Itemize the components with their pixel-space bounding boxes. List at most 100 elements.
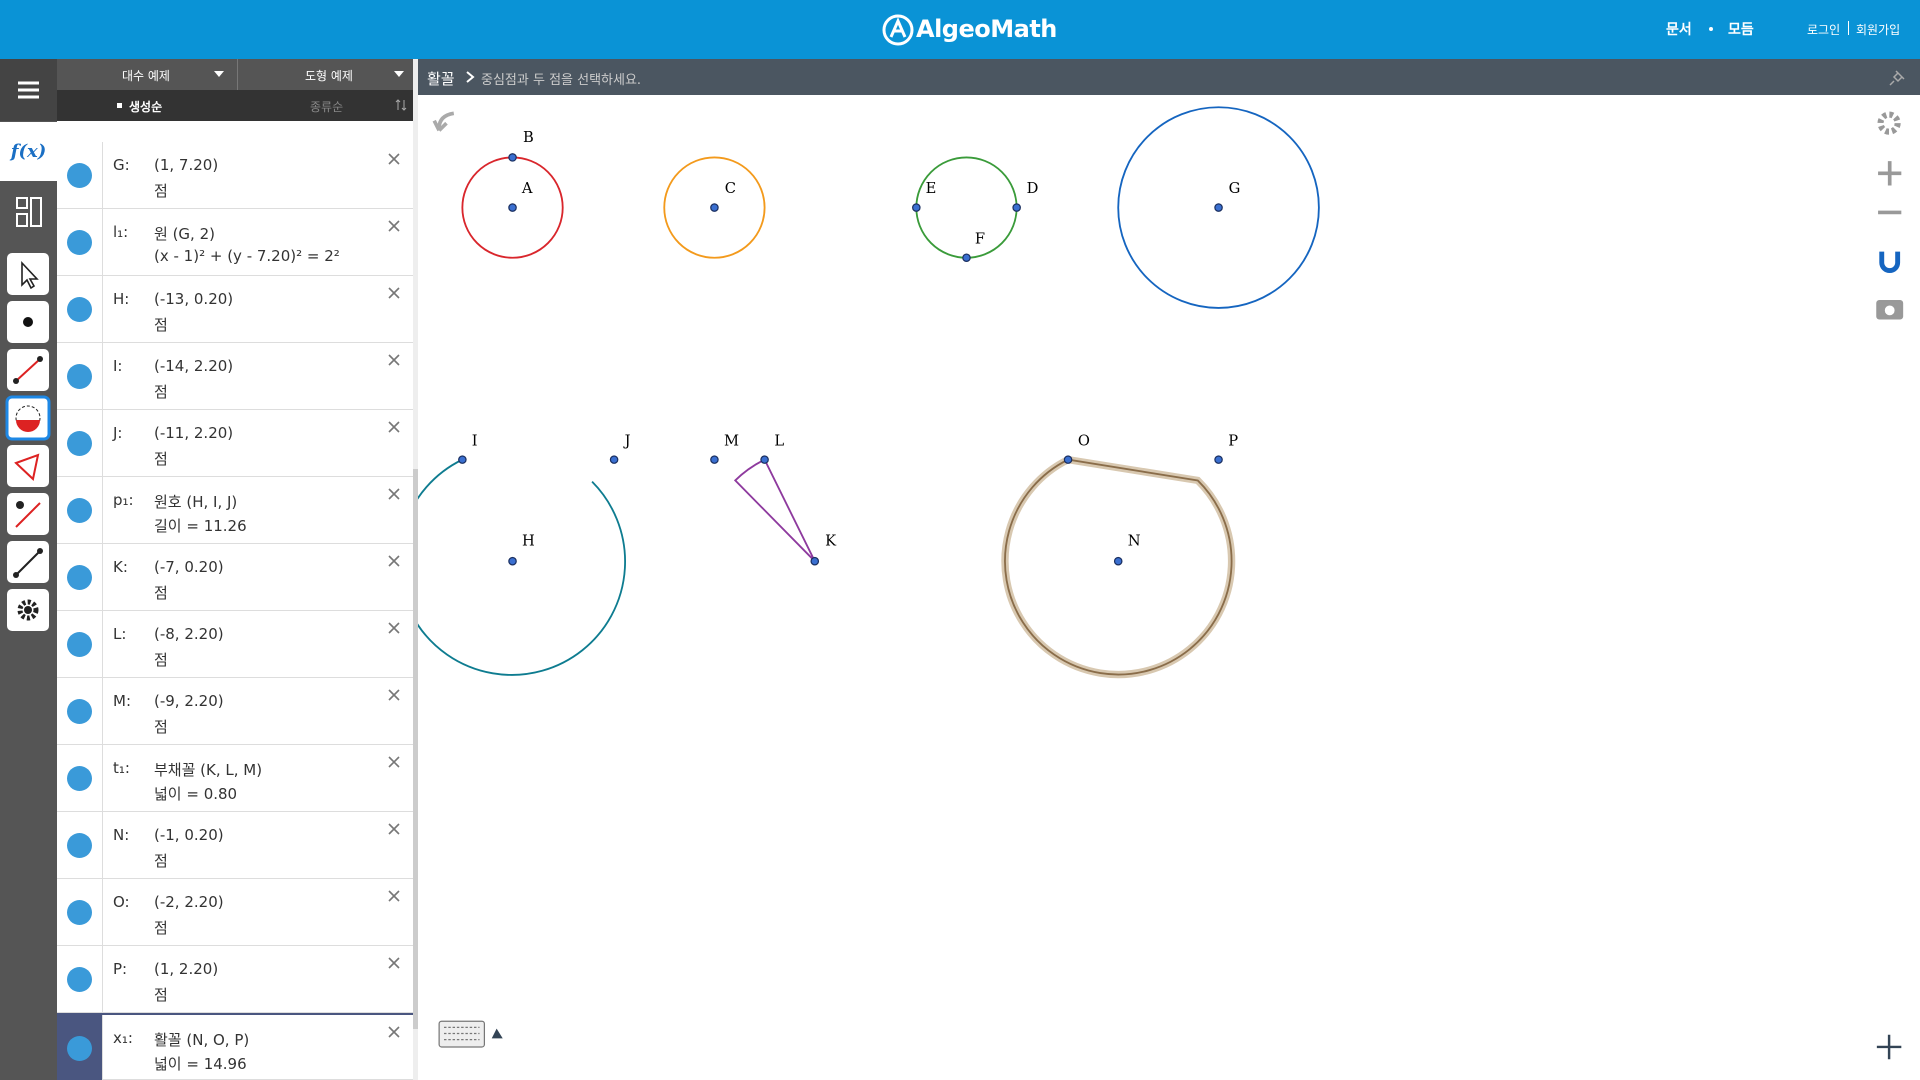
- tool-point[interactable]: [7, 301, 49, 343]
- point[interactable]: [1214, 455, 1223, 464]
- delete-button[interactable]: [387, 554, 401, 568]
- point[interactable]: [458, 455, 467, 464]
- point[interactable]: [508, 203, 517, 212]
- point[interactable]: [1113, 556, 1123, 566]
- point[interactable]: [508, 556, 517, 566]
- item-row[interactable]: L: (-8, 2.20) 점: [57, 611, 413, 678]
- pin[interactable]: [1888, 67, 1908, 87]
- nav-link[interactable]: 모듬: [1728, 22, 1754, 38]
- point[interactable]: [609, 455, 619, 464]
- point[interactable]: [1063, 455, 1073, 464]
- delete-button[interactable]: [387, 286, 401, 300]
- menu-button[interactable]: [0, 59, 57, 121]
- visibility-toggle[interactable]: [67, 297, 92, 322]
- tab[interactable]: 대수 예제: [122, 69, 170, 83]
- delete-button[interactable]: [387, 621, 401, 635]
- login[interactable]: 로그인: [1807, 23, 1841, 37]
- delete-button[interactable]: [387, 353, 401, 367]
- visibility-toggle[interactable]: [67, 431, 92, 456]
- tool-measure[interactable]: [7, 493, 49, 535]
- visibility-toggle[interactable]: [67, 766, 92, 791]
- point-label: L: [774, 432, 784, 449]
- item-name: N:: [113, 826, 130, 844]
- visibility-toggle[interactable]: [67, 699, 92, 724]
- keyboard-toggle[interactable]: [491, 1028, 503, 1039]
- point[interactable]: [1214, 203, 1223, 212]
- tool-circle[interactable]: [5, 395, 51, 441]
- point[interactable]: [912, 203, 921, 212]
- item-row[interactable]: l₁: 원 (G, 2) (x - 1)² + (y - 7.20)² = 2²: [57, 209, 413, 276]
- item-row[interactable]: t₁: 부채꼴 (K, L, M) 넓이 = 0.80: [57, 745, 413, 812]
- visibility-toggle[interactable]: [67, 1036, 92, 1061]
- axis-icon[interactable]: [1876, 1034, 1902, 1060]
- tab[interactable]: 도형 예제: [305, 69, 353, 83]
- point[interactable]: [1012, 203, 1021, 212]
- visibility-toggle[interactable]: [67, 900, 92, 925]
- circle[interactable]: [915, 156, 1018, 259]
- point[interactable]: [710, 455, 719, 464]
- item-row[interactable]: G: (1, 7.20) 점: [57, 142, 413, 209]
- circle[interactable]: [1117, 106, 1320, 309]
- segment[interactable]: [1004, 458, 1233, 676]
- item-name: O:: [113, 893, 130, 911]
- item-row[interactable]: x₁: 활꼴 (N, O, P) 넓이 = 14.96: [57, 1013, 413, 1080]
- fx-button[interactable]: f(x): [0, 122, 57, 181]
- tool-settings[interactable]: [7, 589, 49, 631]
- point[interactable]: [760, 455, 769, 464]
- delete-button[interactable]: [387, 889, 401, 903]
- dropdown-arrow: [214, 71, 224, 77]
- visibility-toggle[interactable]: [67, 163, 92, 188]
- delete-button[interactable]: [387, 152, 401, 166]
- item-row[interactable]: J: (-11, 2.20) 점: [57, 410, 413, 477]
- visibility-toggle[interactable]: [67, 632, 92, 657]
- delete-button[interactable]: [387, 755, 401, 769]
- item-row[interactable]: K: (-7, 0.20) 점: [57, 544, 413, 611]
- tool-move[interactable]: [7, 253, 49, 295]
- tool-polygon[interactable]: [7, 445, 49, 487]
- tool-line[interactable]: [7, 349, 49, 391]
- signup[interactable]: 회원가입: [1856, 23, 1901, 37]
- sector[interactable]: [733, 458, 816, 562]
- delete-button[interactable]: [387, 219, 401, 233]
- point[interactable]: [508, 153, 517, 162]
- delete-button[interactable]: [387, 688, 401, 702]
- item-row[interactable]: M: (-9, 2.20) 점: [57, 678, 413, 745]
- item-row[interactable]: O: (-2, 2.20) 점: [57, 879, 413, 946]
- item-row[interactable]: N: (-1, 0.20) 점: [57, 812, 413, 879]
- point[interactable]: [710, 203, 719, 212]
- delete-button[interactable]: [387, 956, 401, 970]
- circle[interactable]: [663, 156, 766, 259]
- visibility-toggle[interactable]: [67, 833, 92, 858]
- sort-option[interactable]: 생성순: [129, 100, 163, 114]
- point[interactable]: [962, 253, 971, 263]
- logo[interactable]: AlgeoMath: [916, 15, 1057, 43]
- arc[interactable]: [418, 458, 626, 676]
- zoom-in[interactable]: [1878, 161, 1902, 186]
- item-row[interactable]: H: (-13, 0.20) 점: [57, 276, 413, 343]
- delete-button[interactable]: [387, 822, 401, 836]
- nav-link[interactable]: 문서: [1666, 22, 1692, 38]
- sort-icon[interactable]: [395, 99, 407, 111]
- sort-option[interactable]: 종류순: [310, 100, 344, 114]
- visibility-toggle[interactable]: [67, 230, 92, 255]
- visibility-toggle[interactable]: [67, 565, 92, 590]
- visibility-toggle[interactable]: [67, 498, 92, 523]
- delete-button[interactable]: [387, 420, 401, 434]
- undo[interactable]: [432, 111, 455, 132]
- magnet[interactable]: [1879, 251, 1901, 273]
- visibility-toggle[interactable]: [67, 364, 92, 389]
- item-name: M:: [113, 692, 131, 710]
- item-value: 점: [154, 450, 168, 468]
- geometry-canvas[interactable]: A B C D E F G H I J K L M N O P: [418, 95, 1920, 1080]
- delete-button[interactable]: [387, 487, 401, 501]
- item-name: l₁:: [113, 223, 129, 241]
- visibility-toggle[interactable]: [67, 967, 92, 992]
- tool-transform[interactable]: [7, 541, 49, 583]
- item-row[interactable]: I: (-14, 2.20) 점: [57, 343, 413, 410]
- item-row[interactable]: P: (1, 2.20) 점: [57, 946, 413, 1013]
- view-button[interactable]: [0, 184, 57, 239]
- point[interactable]: [810, 556, 820, 566]
- delete-button[interactable]: [387, 1025, 401, 1039]
- settings-icon[interactable]: [1877, 111, 1901, 135]
- item-row[interactable]: p₁: 원호 (H, I, J) 길이 = 11.26: [57, 477, 413, 544]
